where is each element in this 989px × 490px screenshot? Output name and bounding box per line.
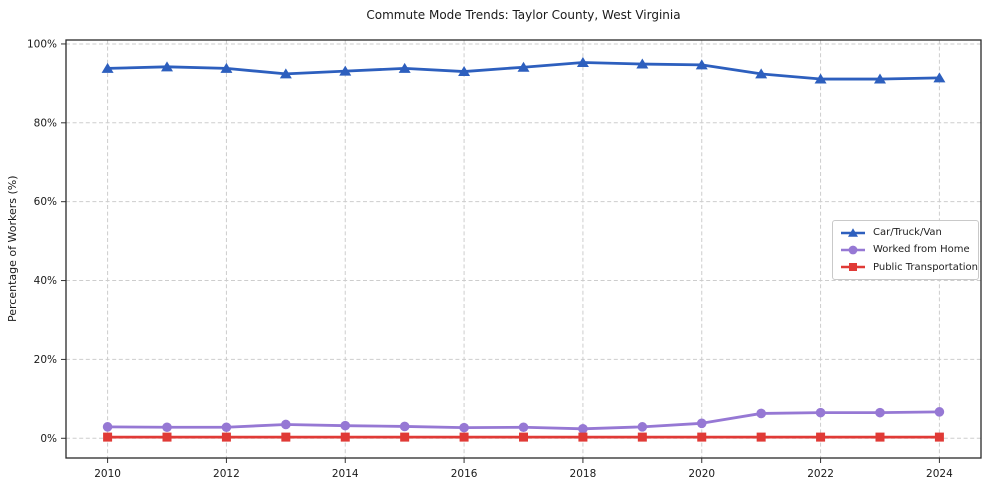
- axis-tick-labels: 0% 20% 40% 60% 80% 100% 2010 2012 2014 2016 2018 20…: [27, 38, 953, 480]
- series-worked-from-home: [102, 407, 945, 434]
- data-point-circle: [934, 407, 945, 417]
- data-point-circle: [875, 407, 885, 418]
- data-point-triangle: [339, 65, 352, 76]
- data-point-triangle: [636, 58, 649, 69]
- series-car-truck-van: [101, 56, 946, 84]
- x-tick-label: 2018: [570, 468, 597, 480]
- data-point-circle: [756, 408, 766, 419]
- legend-entry-car-truck-van: Car/Truck/Van: [840, 227, 971, 239]
- data-point-triangle: [458, 66, 471, 77]
- data-point-triangle: [398, 62, 411, 73]
- x-tick-label: 2024: [926, 468, 953, 480]
- triangle-marker-icon: [841, 227, 865, 237]
- data-point-square: [221, 432, 231, 442]
- circle-marker-icon: [841, 245, 865, 255]
- legend-entry-worked-from-home: Worked from Home: [840, 244, 971, 256]
- legend: Car/Truck/Van Worked from Home Public Tr…: [832, 220, 979, 280]
- legend-label: Worked from Home: [873, 244, 970, 256]
- data-point-circle: [696, 418, 707, 429]
- data-point-square: [281, 432, 291, 442]
- data-point-circle: [399, 421, 410, 432]
- y-tick-label: 40%: [34, 275, 57, 287]
- data-point-circle: [162, 422, 172, 433]
- data-point-circle: [281, 419, 291, 430]
- chart-title: Commute Mode Trends: Taylor County, West…: [366, 8, 681, 22]
- x-tick-label: 2022: [807, 468, 834, 480]
- x-tick-label: 2012: [213, 468, 240, 480]
- series-public-transportation: [103, 432, 944, 442]
- data-point-triangle: [279, 68, 292, 79]
- data-point-square: [875, 432, 885, 442]
- data-point-circle: [102, 422, 113, 432]
- data-point-square: [519, 432, 528, 442]
- data-point-triangle: [576, 56, 589, 67]
- data-point-triangle: [220, 62, 233, 73]
- data-point-circle: [518, 422, 529, 433]
- data-point-triangle: [873, 73, 886, 84]
- data-point-triangle: [101, 62, 114, 73]
- data-point-triangle: [517, 61, 530, 72]
- data-point-circle: [340, 420, 351, 431]
- data-point-square: [816, 432, 826, 442]
- axis-ticks: [61, 43, 940, 463]
- data-point-triangle: [695, 59, 708, 70]
- data-point-square: [697, 432, 707, 442]
- data-point-circle: [637, 422, 648, 432]
- legend-label: Public Transportation: [873, 261, 978, 273]
- data-point-triangle: [161, 61, 174, 72]
- data-point-square: [459, 432, 469, 442]
- data-point-triangle: [755, 68, 768, 79]
- data-point-square: [756, 432, 766, 442]
- data-point-square: [340, 432, 350, 442]
- y-tick-label: 60%: [34, 196, 57, 208]
- data-point-square: [934, 432, 944, 442]
- legend-entry-public-transportation: Public Transportation: [840, 261, 978, 273]
- data-point-circle: [221, 422, 232, 433]
- x-tick-label: 2014: [332, 468, 359, 480]
- x-tick-label: 2016: [451, 468, 478, 480]
- data-point-circle: [578, 424, 588, 434]
- data-point-triangle: [933, 72, 946, 83]
- data-point-square: [162, 432, 172, 442]
- data-point-square: [637, 432, 647, 442]
- y-tick-label: 100%: [27, 38, 57, 50]
- data-point-square: [400, 432, 410, 442]
- y-tick-label: 0%: [40, 433, 57, 445]
- y-tick-label: 20%: [34, 354, 57, 366]
- data-point-triangle: [814, 73, 827, 84]
- square-marker-icon: [841, 263, 865, 272]
- data-point-square: [578, 432, 588, 442]
- x-tick-label: 2020: [688, 468, 715, 480]
- data-point-square: [103, 432, 113, 442]
- y-tick-label: 80%: [34, 117, 57, 129]
- plot-border: [65, 39, 982, 459]
- legend-label: Car/Truck/Van: [873, 227, 942, 239]
- data-point-circle: [459, 422, 469, 433]
- data-point-circle: [815, 407, 826, 418]
- x-tick-label: 2010: [94, 468, 121, 480]
